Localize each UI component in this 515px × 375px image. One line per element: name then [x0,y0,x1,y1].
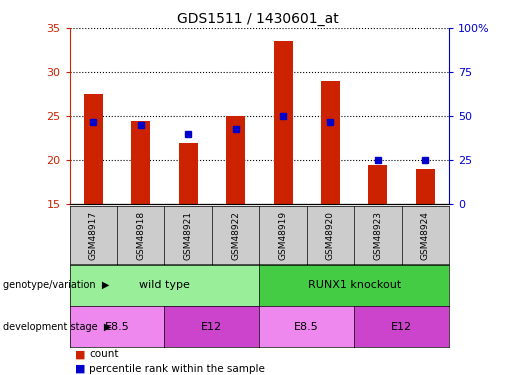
Text: E8.5: E8.5 [295,322,319,332]
Text: E8.5: E8.5 [105,322,129,332]
Text: ■: ■ [75,350,85,359]
Text: GSM48924: GSM48924 [421,211,430,260]
Text: genotype/variation  ▶: genotype/variation ▶ [3,280,109,290]
Bar [368,165,387,204]
Text: GSM48922: GSM48922 [231,211,240,260]
Text: percentile rank within the sample: percentile rank within the sample [89,364,265,374]
Bar [226,116,245,204]
Text: ■: ■ [75,364,85,374]
Bar [84,94,102,204]
Bar [416,169,435,204]
Bar [273,41,293,204]
Text: E12: E12 [391,322,412,332]
Text: GSM48921: GSM48921 [184,211,193,260]
Text: GSM48920: GSM48920 [326,211,335,260]
Text: E12: E12 [201,322,222,332]
Text: GSM48917: GSM48917 [89,211,98,260]
Text: GSM48918: GSM48918 [136,211,145,260]
Text: GDS1511 / 1430601_at: GDS1511 / 1430601_at [177,12,338,26]
Text: RUNX1 knockout: RUNX1 knockout [307,280,401,290]
Text: wild type: wild type [139,280,190,290]
Bar [321,81,340,204]
Text: GSM48923: GSM48923 [373,211,383,260]
Text: GSM48919: GSM48919 [279,211,287,260]
Text: count: count [89,350,118,359]
Bar [179,143,198,204]
Text: development stage  ▶: development stage ▶ [3,322,111,332]
Bar [131,121,150,204]
